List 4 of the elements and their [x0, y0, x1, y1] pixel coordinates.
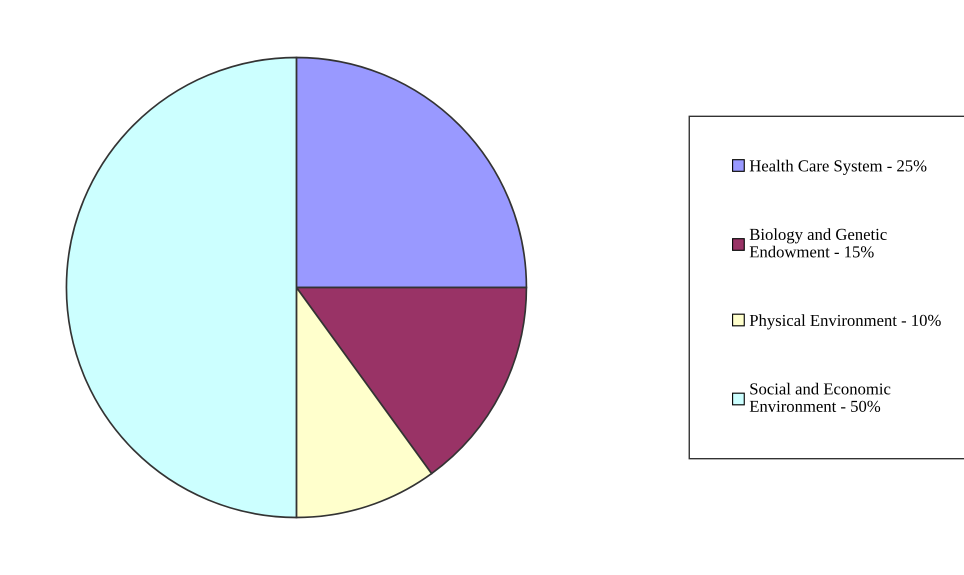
legend-label: Social and Economic Environment - 50% — [750, 382, 890, 412]
legend-label: Biology and Genetic Endowment - 15% — [750, 228, 887, 258]
legend-label: Health Care System - 25% — [750, 160, 926, 175]
legend-label: Physical Environment - 10% — [750, 314, 941, 330]
